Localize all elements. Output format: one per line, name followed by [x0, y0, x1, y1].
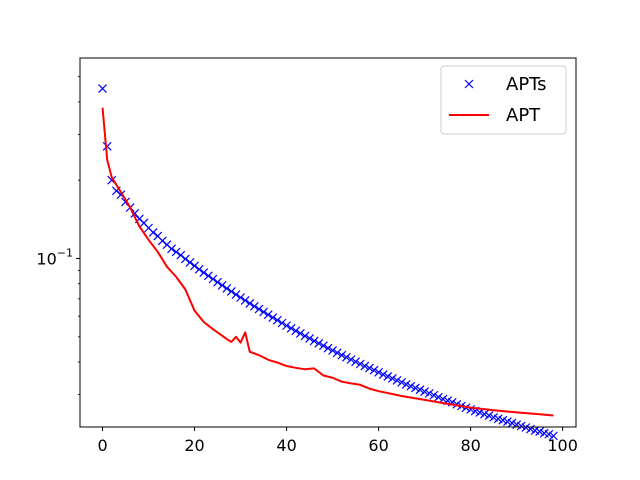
- data-point: [424, 388, 434, 398]
- data-point: [222, 284, 232, 293]
- data-point: [213, 277, 222, 287]
- x-tick-label: 0: [97, 436, 107, 455]
- data-point: [434, 392, 443, 402]
- data-point: [364, 363, 374, 373]
- data-point: [369, 365, 379, 375]
- data-point: [167, 244, 176, 254]
- data-point: [351, 357, 361, 367]
- data-point: [341, 352, 351, 362]
- x-tick-label: 20: [184, 436, 204, 455]
- x-tick-label: 80: [460, 436, 480, 455]
- data-point: [268, 313, 278, 322]
- data-point: [337, 350, 347, 360]
- data-point: [199, 268, 209, 277]
- data-point: [245, 298, 255, 308]
- data-point: [397, 377, 407, 387]
- data-point: [277, 318, 287, 328]
- data-point: [217, 280, 227, 290]
- data-point: [410, 383, 420, 393]
- data-point: [194, 264, 204, 274]
- data-point: [249, 301, 259, 311]
- data-point: [332, 348, 342, 358]
- data-point: [355, 359, 365, 369]
- data-point: [544, 429, 554, 439]
- data-point: [236, 293, 246, 302]
- data-point: [549, 431, 558, 441]
- legend: APTs APT: [440, 65, 567, 135]
- data-point: [314, 338, 324, 348]
- data-point: [360, 361, 370, 371]
- x-tick-label: 60: [368, 436, 388, 455]
- data-point: [392, 375, 402, 385]
- data-point: [171, 247, 181, 257]
- data-point: [452, 399, 462, 409]
- data-point: [323, 343, 333, 353]
- x-axis: 0 20 40 60 80 100: [97, 427, 578, 455]
- data-point: [102, 141, 112, 151]
- data-point: [231, 290, 241, 299]
- data-point: [309, 336, 319, 346]
- data-point: [401, 379, 411, 389]
- legend-label-apt: APT: [506, 105, 541, 126]
- plot-frame: [79, 57, 577, 428]
- data-point: [420, 387, 430, 396]
- x-tick-label: 40: [276, 436, 296, 455]
- data-point: [387, 373, 397, 383]
- data-point: [328, 346, 338, 355]
- data-point: [259, 307, 269, 317]
- data-point: [272, 315, 282, 325]
- data-point: [185, 257, 195, 267]
- data-point: [406, 381, 416, 391]
- data-point: [180, 254, 190, 264]
- data-point: [254, 304, 264, 314]
- x-tick-label: 100: [547, 436, 578, 455]
- data-point: [203, 271, 213, 281]
- legend-swatch-apts: [464, 79, 474, 89]
- data-point: [282, 321, 292, 331]
- data-point: [240, 295, 250, 305]
- data-point: [378, 370, 388, 379]
- series-line-apt: [101, 107, 554, 417]
- data-point: [305, 333, 315, 343]
- data-point: [383, 372, 393, 381]
- legend-box: [440, 65, 567, 135]
- data-point: [346, 355, 356, 364]
- legend-label-apts: APTs: [506, 74, 547, 95]
- data-point: [300, 331, 310, 341]
- data-point: [374, 367, 384, 377]
- data-point: [415, 385, 425, 395]
- data-point: [429, 390, 439, 400]
- data-point: [318, 341, 328, 351]
- series-layer: [98, 84, 558, 441]
- data-point: [291, 326, 301, 336]
- data-point: [148, 227, 158, 237]
- y-axis: 10−1: [36, 76, 80, 395]
- data-point: [226, 287, 236, 296]
- data-point: [295, 329, 305, 338]
- data-point: [263, 310, 273, 320]
- series-apts: [98, 84, 558, 441]
- data-point: [484, 411, 494, 420]
- data-point: [190, 261, 199, 271]
- data-point: [286, 323, 296, 333]
- y-tick-label: 10−1: [36, 247, 73, 269]
- data-point: [208, 274, 218, 284]
- data-point: [98, 84, 107, 94]
